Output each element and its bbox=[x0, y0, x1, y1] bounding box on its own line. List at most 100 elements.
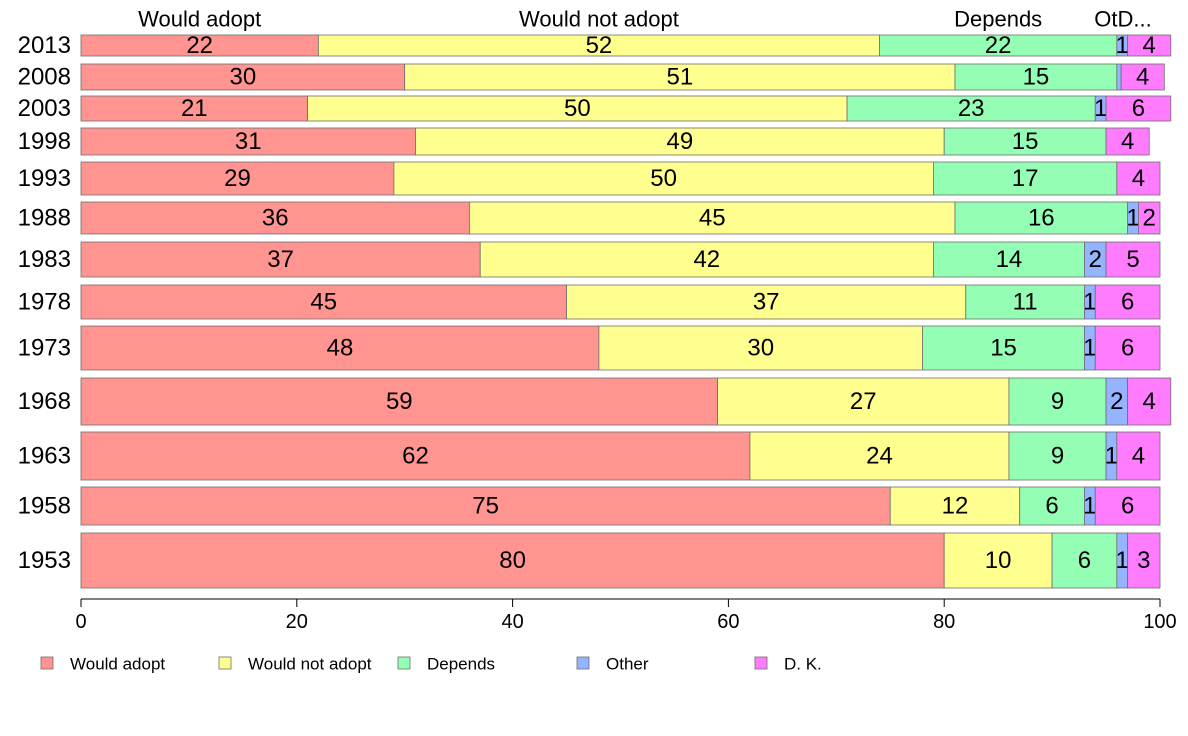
bar-segment bbox=[889, 486, 1021, 526]
data-label: 48 bbox=[327, 335, 354, 362]
bar-segment bbox=[1051, 532, 1118, 589]
data-label: 62 bbox=[402, 443, 429, 470]
bar-segment bbox=[80, 325, 600, 371]
x-tick-label: 80 bbox=[933, 611, 955, 633]
data-label: 45 bbox=[310, 289, 337, 316]
bar-segment bbox=[954, 201, 1129, 235]
bar-segment bbox=[1094, 325, 1161, 371]
year-label: 1993 bbox=[18, 165, 71, 192]
bar-segment bbox=[80, 486, 891, 526]
bar-segment bbox=[943, 127, 1107, 156]
year-label: 1958 bbox=[18, 493, 71, 520]
bar-segment bbox=[598, 325, 924, 371]
year-label: 1953 bbox=[18, 547, 71, 574]
data-label: 21 bbox=[181, 95, 208, 122]
legend-swatch bbox=[218, 656, 232, 670]
year-label: 2003 bbox=[18, 95, 71, 122]
data-label: 10 bbox=[985, 547, 1012, 574]
bar-segment bbox=[933, 241, 1085, 278]
bar-segment bbox=[80, 532, 945, 589]
x-axis: 0 20 40 60 80 100 bbox=[75, 598, 1177, 633]
bar-segment bbox=[80, 377, 719, 426]
data-label: 15 bbox=[1012, 128, 1039, 155]
bar-segment bbox=[717, 377, 1010, 426]
data-label: 1 bbox=[1083, 289, 1096, 316]
data-label: 15 bbox=[1023, 64, 1050, 91]
data-label: 24 bbox=[866, 443, 893, 470]
legend-swatch bbox=[576, 656, 590, 670]
data-label: 37 bbox=[753, 289, 780, 316]
data-label: 2 bbox=[1089, 246, 1102, 273]
bar-segment bbox=[965, 284, 1085, 320]
legend-label: D. K. bbox=[784, 655, 822, 674]
data-label: 4 bbox=[1121, 128, 1134, 155]
legend-swatch bbox=[40, 656, 54, 670]
x-tick-label: 20 bbox=[286, 611, 308, 633]
bar-segment bbox=[922, 325, 1085, 371]
data-label: 6 bbox=[1132, 95, 1145, 122]
bar-segment bbox=[846, 95, 1096, 122]
bar-segment bbox=[80, 284, 567, 320]
column-headers: Would adopt Would not adopt Depends OtD... bbox=[138, 7, 1152, 32]
column-header: Would not adopt bbox=[519, 7, 679, 32]
bar-segment bbox=[80, 431, 751, 481]
data-label: 59 bbox=[386, 388, 413, 415]
bar-segment bbox=[80, 63, 406, 91]
data-label: 23 bbox=[958, 95, 985, 122]
data-label: 2 bbox=[1143, 205, 1156, 232]
data-label: 50 bbox=[564, 95, 591, 122]
column-header: OtD... bbox=[1094, 7, 1151, 32]
data-label: 15 bbox=[990, 335, 1017, 362]
bar-segment bbox=[749, 431, 1010, 481]
x-tick-label: 100 bbox=[1143, 611, 1176, 633]
bar-segment bbox=[1008, 377, 1107, 426]
data-label: 6 bbox=[1121, 335, 1134, 362]
year-label: 1983 bbox=[18, 246, 71, 273]
data-label: 30 bbox=[747, 335, 774, 362]
column-header: Depends bbox=[954, 7, 1042, 32]
legend-swatch bbox=[754, 656, 768, 670]
legend-swatch bbox=[397, 656, 411, 670]
bar-segment bbox=[1105, 127, 1150, 156]
data-label: 6 bbox=[1045, 493, 1058, 520]
bar-segment bbox=[404, 63, 956, 91]
bar-segment bbox=[469, 201, 956, 235]
year-label: 1988 bbox=[18, 205, 71, 232]
data-label: 5 bbox=[1126, 246, 1139, 273]
data-label: 12 bbox=[942, 493, 969, 520]
data-label: 80 bbox=[499, 547, 526, 574]
data-label: 50 bbox=[650, 165, 677, 192]
bar-segment bbox=[1019, 486, 1085, 526]
data-label: 4 bbox=[1132, 443, 1145, 470]
bar-segment bbox=[80, 241, 481, 278]
legend-label: Depends bbox=[427, 655, 495, 674]
bar-segment bbox=[933, 161, 1118, 196]
data-label: 1 bbox=[1116, 547, 1129, 574]
year-label: 1973 bbox=[18, 335, 71, 362]
bar-segment bbox=[954, 63, 1118, 91]
data-label: 4 bbox=[1132, 165, 1145, 192]
year-label: 1978 bbox=[18, 289, 71, 316]
data-label: 11 bbox=[1013, 289, 1038, 316]
bar-segment bbox=[479, 241, 934, 278]
year-label: 2008 bbox=[18, 64, 71, 91]
data-label: 4 bbox=[1136, 64, 1149, 91]
bar-segment bbox=[943, 532, 1053, 589]
bar-segment bbox=[1094, 284, 1161, 320]
data-label: 22 bbox=[985, 32, 1012, 59]
data-label: 45 bbox=[699, 205, 726, 232]
data-label: 6 bbox=[1078, 547, 1091, 574]
bar-segment bbox=[1127, 532, 1161, 589]
legend-label: Would not adopt bbox=[248, 655, 372, 674]
data-label: 30 bbox=[229, 64, 256, 91]
data-label: 51 bbox=[666, 64, 693, 91]
year-label: 1963 bbox=[18, 443, 71, 470]
x-tick-label: 0 bbox=[75, 611, 86, 633]
data-label: 14 bbox=[996, 246, 1023, 273]
data-label: 3 bbox=[1137, 547, 1150, 574]
bar-segment bbox=[415, 127, 945, 156]
bar-segment bbox=[80, 161, 395, 196]
data-label: 2 bbox=[1110, 388, 1123, 415]
data-label: 1 bbox=[1105, 443, 1118, 470]
